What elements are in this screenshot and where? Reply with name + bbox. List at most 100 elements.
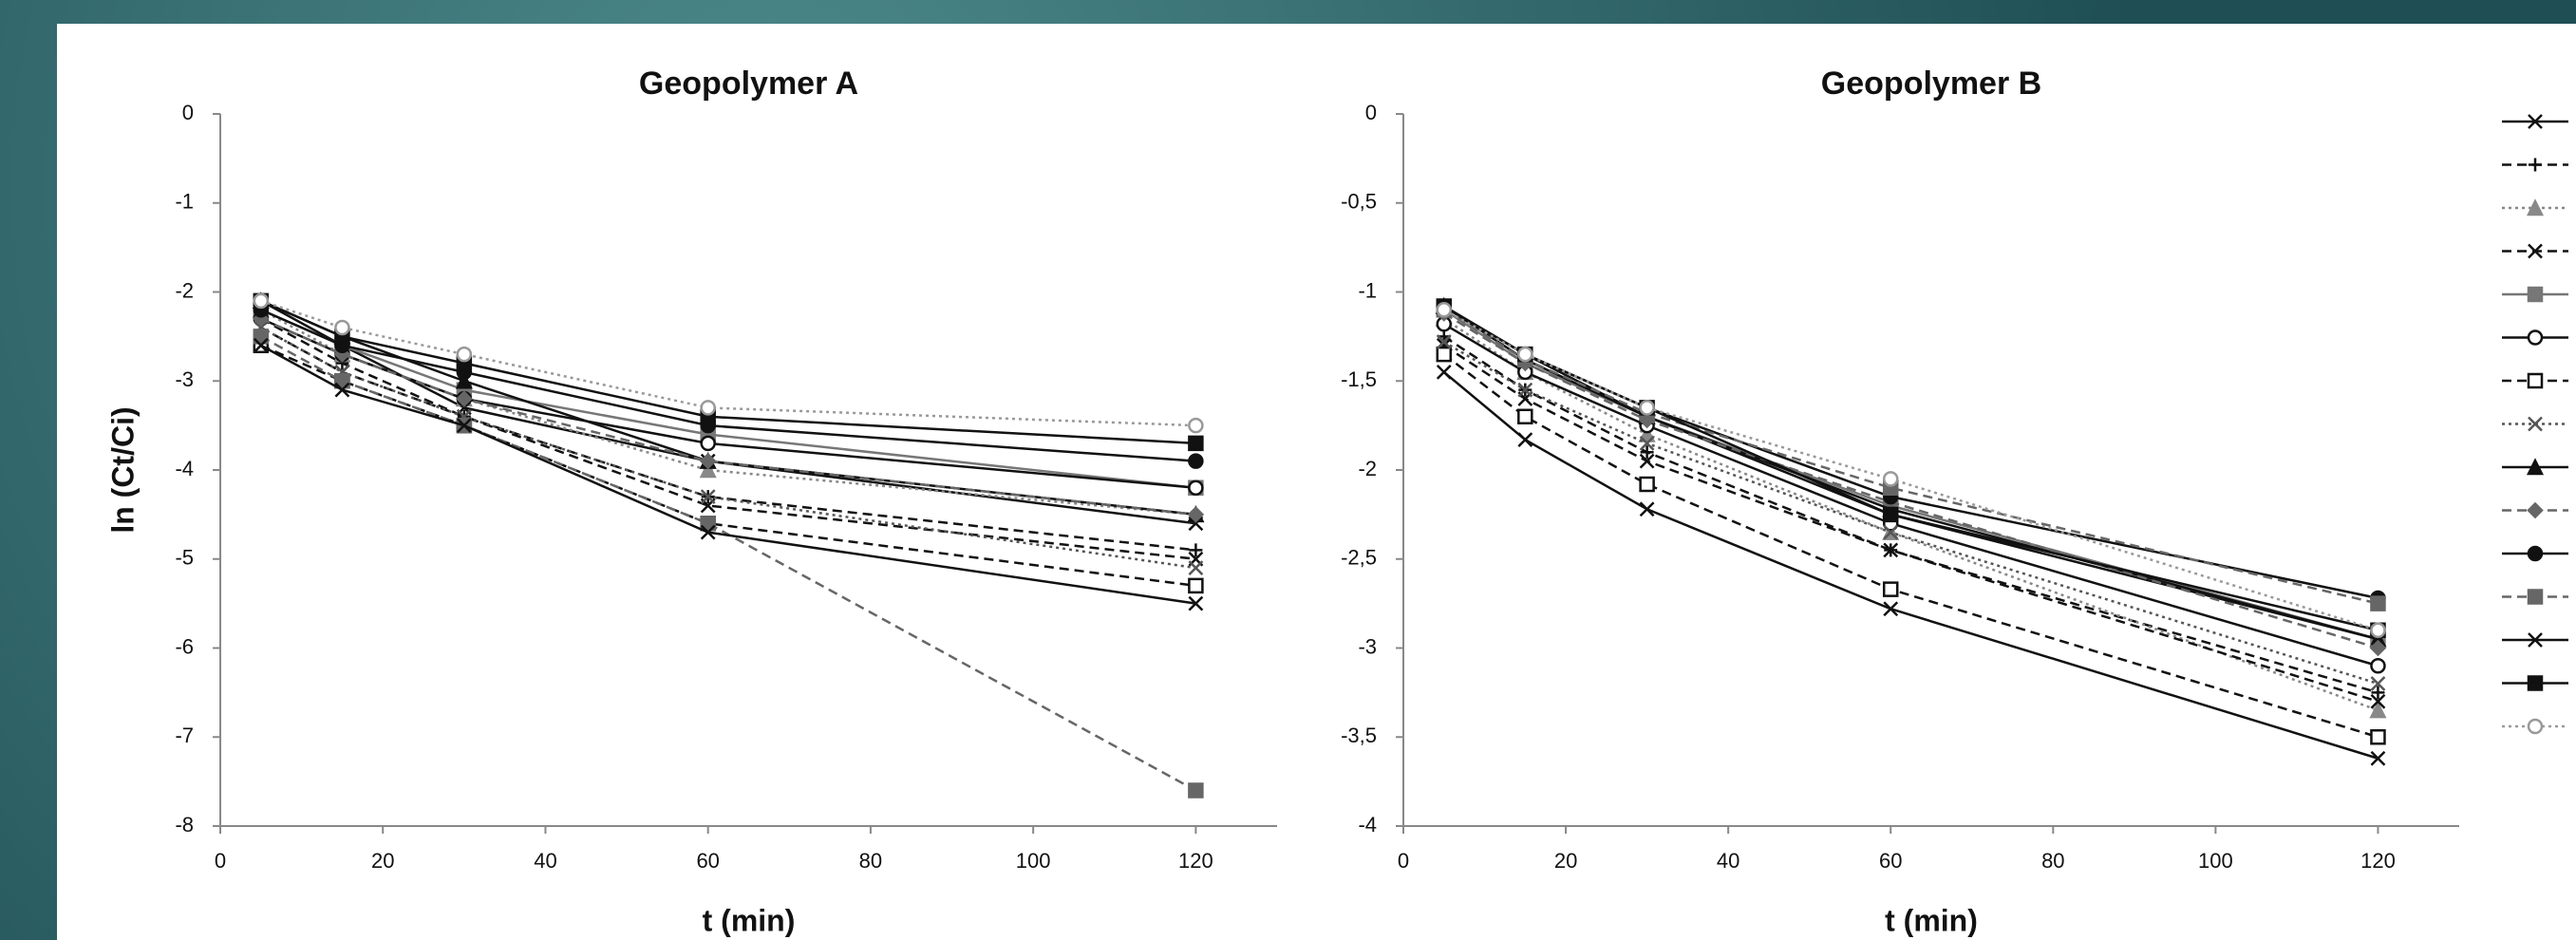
panel xyxy=(57,24,2576,940)
y-tick-label: -7 xyxy=(175,724,194,747)
marker xyxy=(1436,364,1452,380)
legend-marker xyxy=(2527,718,2544,735)
marker xyxy=(699,461,717,479)
marker xyxy=(700,435,716,452)
x-axis-label: t (min) xyxy=(703,903,796,937)
y-tick-label: -1 xyxy=(1358,278,1377,302)
y-tick-label: 0 xyxy=(182,101,194,124)
marker xyxy=(700,400,716,416)
marker xyxy=(1639,435,1655,451)
x-tick-label: 100 xyxy=(1016,849,1051,873)
y-tick-label: -1 xyxy=(175,190,194,214)
marker xyxy=(1517,408,1533,424)
marker xyxy=(1638,424,1656,442)
marker xyxy=(1188,782,1204,799)
x-tick-label: 40 xyxy=(534,849,556,873)
marker xyxy=(699,452,717,470)
x-tick-label: 40 xyxy=(1717,849,1739,873)
y-tick-label: -2,5 xyxy=(1341,546,1377,570)
legend-marker xyxy=(2528,114,2543,129)
marker xyxy=(456,418,472,434)
legend-marker xyxy=(2526,198,2545,216)
y-tick-label: -3,5 xyxy=(1341,724,1377,747)
marker xyxy=(1639,501,1655,517)
marker xyxy=(2371,686,2385,700)
marker xyxy=(2370,658,2386,674)
marker xyxy=(334,373,350,389)
marker xyxy=(1187,506,1205,523)
x-tick-label: 100 xyxy=(2198,849,2233,873)
marker xyxy=(1640,445,1654,460)
x-tick-label: 0 xyxy=(215,849,226,873)
y-tick-label: -3 xyxy=(1358,634,1377,658)
legend-marker xyxy=(2527,545,2544,562)
marker xyxy=(1188,417,1204,434)
marker xyxy=(1189,543,1203,557)
x-tick-label: 80 xyxy=(859,849,882,873)
series-line xyxy=(260,317,1196,552)
marker xyxy=(700,489,716,505)
y-tick-label: -4 xyxy=(175,457,194,480)
x-tick-label: 120 xyxy=(2360,849,2396,873)
y-tick-label: -0,5 xyxy=(1341,190,1377,214)
marker xyxy=(2369,701,2387,719)
legend-marker xyxy=(2527,589,2544,605)
marker xyxy=(1882,471,1899,487)
marker xyxy=(455,371,473,389)
marker xyxy=(700,524,716,540)
marker xyxy=(334,319,350,336)
marker xyxy=(2370,750,2386,766)
legend-marker xyxy=(2526,458,2545,476)
x-tick-label: 60 xyxy=(696,849,719,873)
legend-marker xyxy=(2527,372,2544,389)
y-tick-label: -6 xyxy=(175,634,194,658)
y-tick-label: -8 xyxy=(175,813,194,837)
marker xyxy=(2370,595,2386,611)
legend-marker xyxy=(2527,286,2544,303)
marker xyxy=(1188,479,1204,496)
marker xyxy=(1188,560,1204,576)
marker xyxy=(1436,334,1452,349)
marker xyxy=(253,329,270,345)
marker xyxy=(253,337,269,353)
y-tick-label: -2 xyxy=(175,278,194,302)
marker xyxy=(1883,601,1899,617)
marker xyxy=(1188,577,1204,594)
legend-marker xyxy=(2528,243,2543,259)
x-axis-label: t (min) xyxy=(1885,903,1978,937)
y-axis-label: ln (Ct/Ci) xyxy=(105,406,140,533)
marker xyxy=(1882,581,1899,597)
y-tick-label: -2 xyxy=(1358,457,1377,480)
legend-marker xyxy=(2527,329,2544,346)
marker xyxy=(1517,346,1533,363)
marker xyxy=(1639,453,1655,469)
marker xyxy=(1517,382,1533,398)
y-tick-label: -5 xyxy=(175,546,194,570)
legend-marker xyxy=(2527,675,2544,691)
marker xyxy=(2370,729,2386,745)
marker xyxy=(334,382,350,398)
x-tick-label: 60 xyxy=(1879,849,1902,873)
marker xyxy=(700,516,716,532)
series-line xyxy=(1443,309,2379,631)
chart-title: Geopolymer A xyxy=(639,66,858,102)
chart-title: Geopolymer B xyxy=(1821,66,2041,102)
marker xyxy=(1188,435,1204,452)
marker xyxy=(456,390,473,407)
x-tick-label: 80 xyxy=(2041,849,2064,873)
marker xyxy=(2370,622,2386,638)
legend-marker xyxy=(2527,501,2544,519)
x-tick-label: 0 xyxy=(1398,849,1409,873)
series-line xyxy=(1443,353,2379,739)
y-tick-label: -1,5 xyxy=(1341,367,1377,391)
marker xyxy=(1883,524,1899,540)
marker xyxy=(2369,639,2387,657)
y-tick-label: -4 xyxy=(1358,813,1377,837)
marker xyxy=(1883,542,1899,558)
legend-marker xyxy=(2529,158,2542,172)
marker xyxy=(1882,506,1899,523)
marker xyxy=(1188,453,1204,469)
x-tick-label: 120 xyxy=(1178,849,1213,873)
